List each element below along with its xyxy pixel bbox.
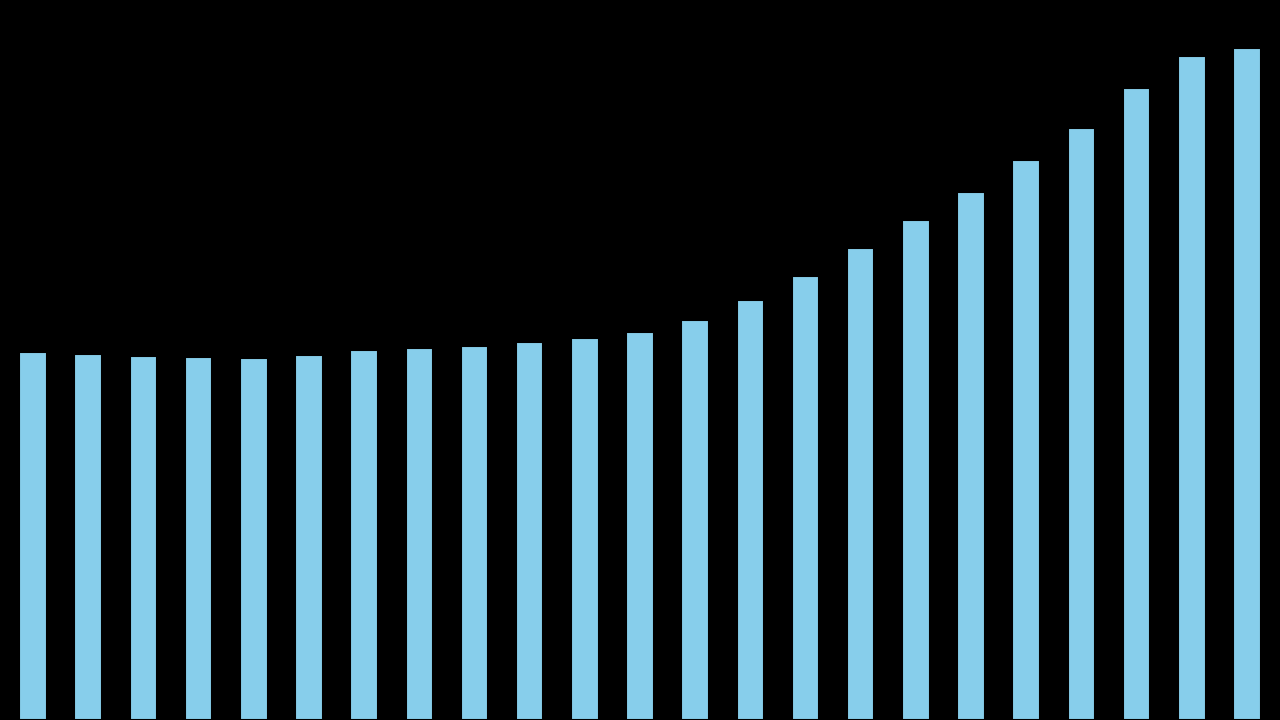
Bar bbox=[461, 346, 488, 720]
Bar bbox=[1068, 128, 1096, 720]
Bar bbox=[74, 354, 102, 720]
Bar bbox=[184, 357, 212, 720]
Bar bbox=[847, 248, 874, 720]
Bar bbox=[626, 332, 654, 720]
Bar bbox=[736, 300, 764, 720]
Bar bbox=[681, 320, 709, 720]
Bar bbox=[129, 356, 157, 720]
Bar bbox=[1123, 88, 1151, 720]
Bar bbox=[516, 343, 544, 720]
Bar bbox=[241, 358, 268, 720]
Bar bbox=[1178, 56, 1206, 720]
Bar bbox=[1012, 160, 1039, 720]
Bar bbox=[351, 351, 378, 720]
Bar bbox=[792, 276, 819, 720]
Bar bbox=[406, 348, 433, 720]
Bar bbox=[571, 338, 599, 720]
Bar bbox=[19, 352, 47, 720]
Bar bbox=[296, 355, 323, 720]
Bar bbox=[957, 192, 984, 720]
Bar bbox=[902, 220, 929, 720]
Bar bbox=[1233, 48, 1261, 720]
